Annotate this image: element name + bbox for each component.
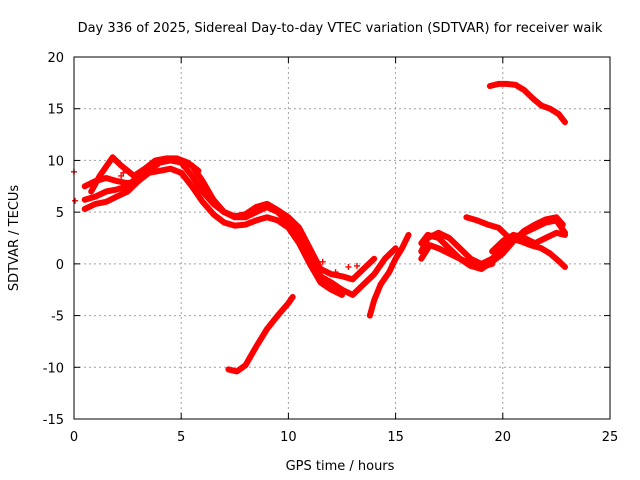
data-point-marker: [345, 263, 352, 270]
y-tick-labels: -15 -10 -5 0 5 10 15 20: [43, 51, 64, 428]
x-tick-label: 5: [177, 430, 185, 445]
x-tick-label: 25: [602, 430, 619, 445]
grid-lines: [74, 57, 610, 419]
x-tick-label: 10: [280, 430, 297, 445]
series-arc-5: [225, 294, 296, 375]
x-tick-labels: 0 5 10 15 20 25: [70, 430, 618, 445]
series-arc-4: [88, 154, 202, 195]
y-tick-label: 0: [56, 258, 64, 273]
series-arc-10: [463, 214, 568, 270]
series-arc-6: [366, 231, 412, 319]
y-tick-label: -10: [43, 361, 64, 376]
chart-title: Day 336 of 2025, Sidereal Day-to-day VTE…: [78, 21, 603, 36]
y-tick-label: -5: [51, 310, 64, 325]
y-axis-label: SDTVAR / TECUs: [7, 185, 22, 292]
series-arc-1: [81, 157, 378, 283]
data-series: [71, 80, 568, 375]
y-tick-label: 10: [47, 154, 64, 169]
x-tick-label: 20: [495, 430, 512, 445]
series-arc-9: [418, 242, 496, 270]
data-point-marker: [332, 269, 339, 276]
y-tick-label: -15: [43, 413, 64, 428]
y-tick-label: 20: [47, 51, 64, 66]
data-point-marker: [319, 258, 326, 265]
data-point-marker: [120, 169, 127, 176]
y-tick-label: 5: [56, 206, 64, 221]
data-point-marker: [72, 197, 79, 204]
axis-ticks: [73, 56, 611, 420]
x-axis-label: GPS time / hours: [286, 459, 395, 474]
series-arc-12: [486, 80, 568, 126]
data-point-marker: [354, 262, 361, 269]
plot-frame: [73, 56, 611, 420]
x-tick-label: 0: [70, 430, 78, 445]
series-arc-3: [81, 165, 345, 298]
series-arc-11: [489, 229, 568, 255]
data-point-marker: [118, 172, 125, 179]
y-tick-label: 15: [47, 103, 64, 118]
x-tick-label: 15: [387, 430, 404, 445]
